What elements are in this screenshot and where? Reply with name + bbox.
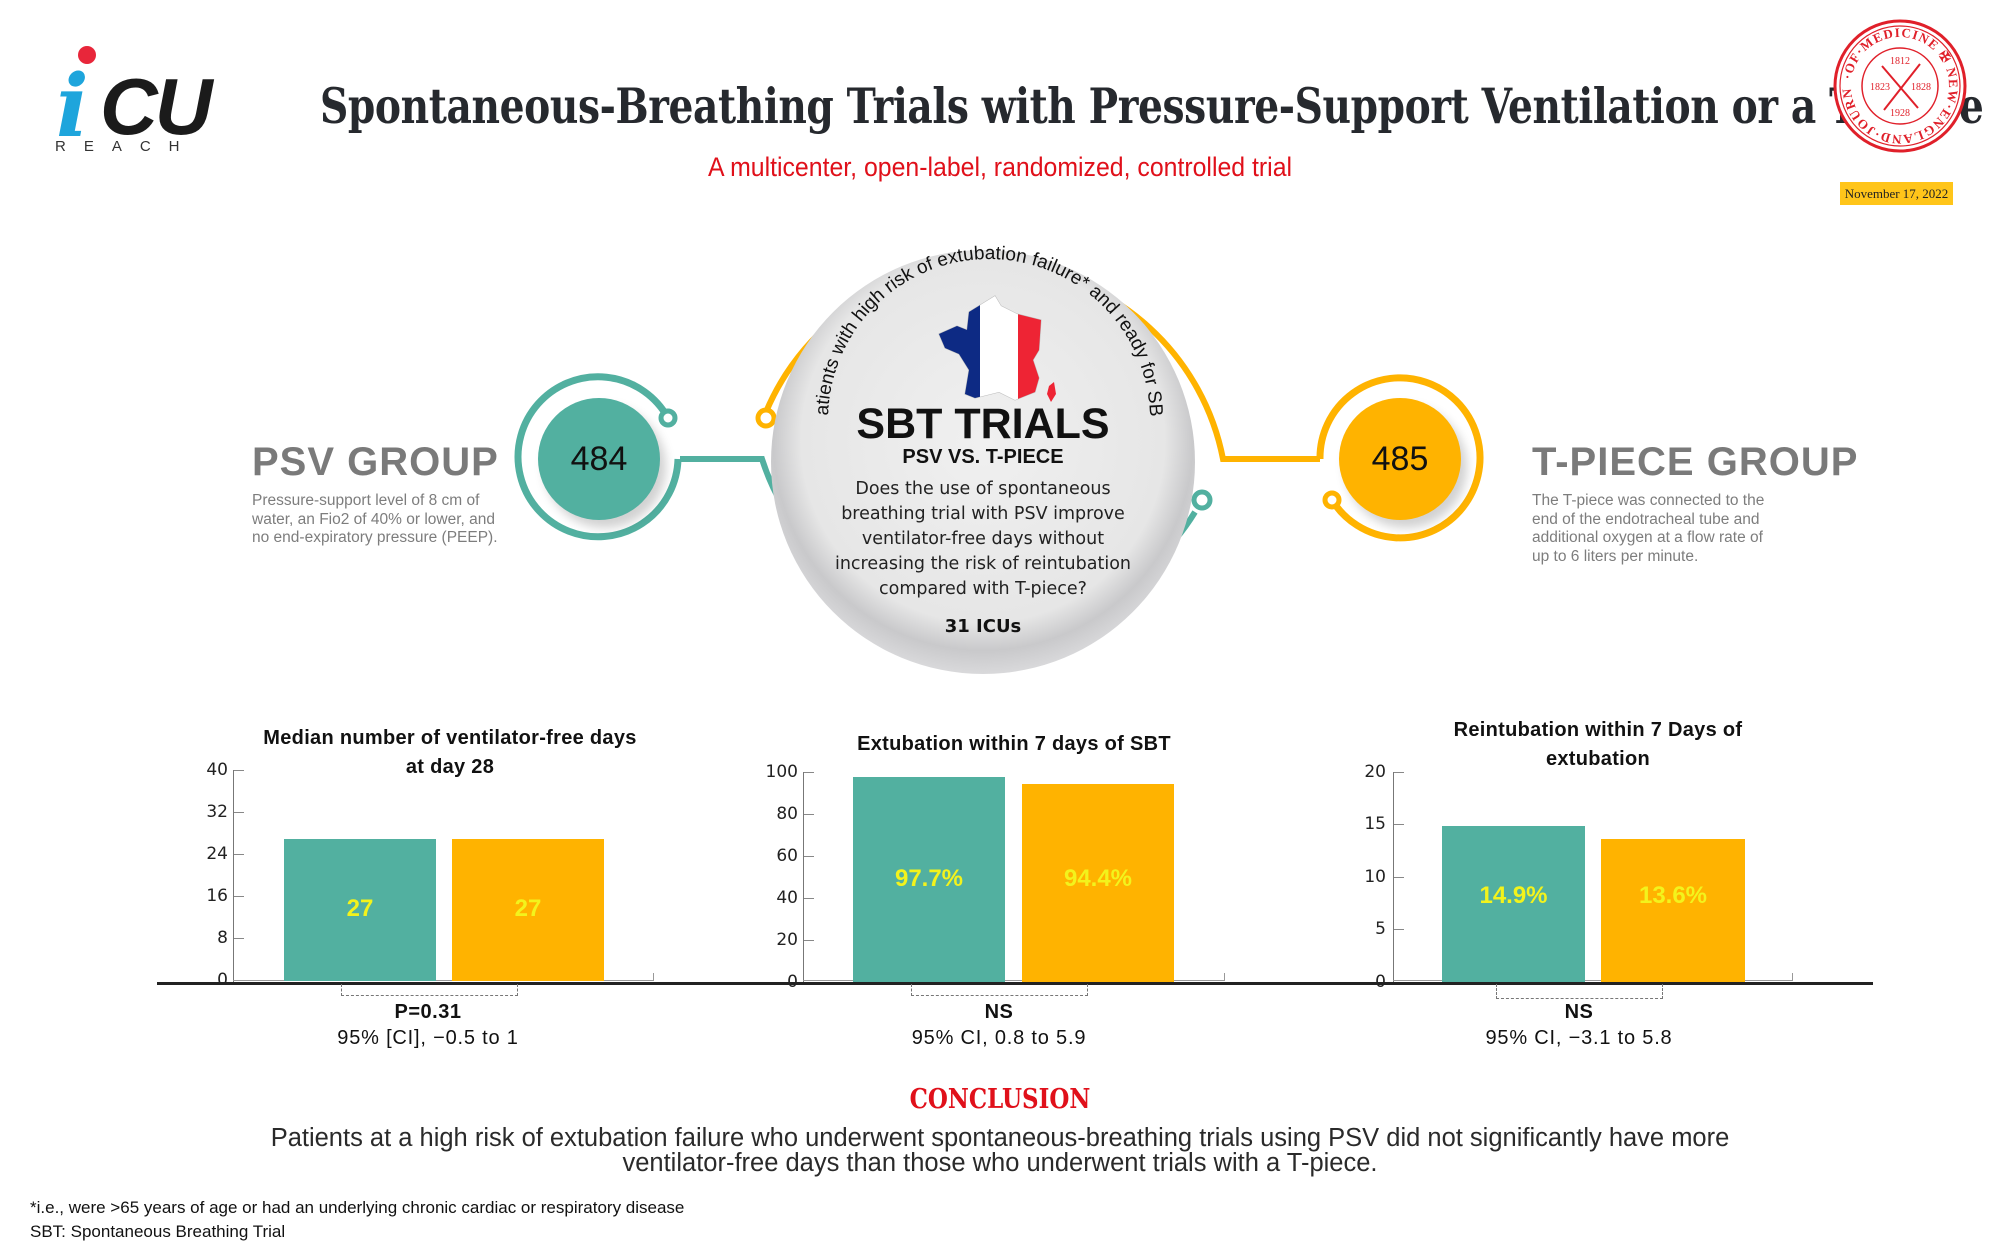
y-tick: 80: [776, 804, 798, 824]
research-question: Does the use of spontaneous breathing tr…: [833, 477, 1133, 602]
y-tick: 20: [1364, 762, 1386, 782]
y-tick: 15: [1364, 814, 1386, 834]
page-subtitle: A multicenter, open-label, randomized, c…: [707, 152, 1293, 182]
y-axis: [803, 772, 804, 982]
bar-value-label: 27: [514, 895, 542, 922]
tpiece-count: 485: [1371, 439, 1429, 478]
nejm-seal-icon: ·OF·MEDICINE ✠ NEW·ENGLAND·JOURNAL 1812 …: [1832, 18, 1967, 153]
chart-1-title: Median number of ventilator-free days at…: [200, 724, 700, 782]
chart-3-stat: NS: [1564, 1001, 1594, 1023]
desc-line: no end-expiratory pressure (PEEP).: [252, 529, 498, 546]
bar-psv: 14.9%: [1442, 826, 1585, 982]
bar-tpiece: 27: [452, 839, 604, 981]
publication-date-badge: November 17, 2022: [1840, 182, 1953, 205]
y-tick: 16: [206, 886, 228, 906]
logo-cu: CU: [100, 62, 213, 151]
conclusion-line: Patients at a high risk of extubation fa…: [270, 1124, 1730, 1152]
psv-group-description: Pressure-support level of 8 cm of water,…: [252, 492, 512, 548]
conclusion-text: Patients at a high risk of extubation fa…: [140, 1124, 1860, 1177]
question-line: Does the use of spontaneous: [855, 479, 1111, 499]
y-tick: 5: [1375, 919, 1386, 939]
svg-text:1823: 1823: [1870, 82, 1890, 93]
desc-line: up to 6 liters per minute.: [1532, 547, 1699, 565]
center-subtitle: PSV VS. T-PIECE: [902, 446, 1064, 468]
y-tick: 0: [787, 972, 798, 992]
psv-count-disk: 484: [538, 398, 660, 520]
y-tick: 0: [217, 970, 228, 990]
chart-1-ci: 95% [CI], −0.5 to 1: [337, 1027, 519, 1049]
conclusion-title: CONCLUSION: [909, 1084, 1091, 1115]
desc-line: additional oxygen at a flow rate of: [1532, 529, 1763, 546]
y-tick: 40: [776, 888, 798, 908]
tpiece-group-title: T-PIECE GROUP: [1532, 440, 1859, 484]
y-tick: 20: [776, 930, 798, 950]
psv-group-title: PSV GROUP: [252, 440, 499, 484]
chart-2-title: Extubation within 7 days of SBT: [764, 730, 1264, 759]
desc-line: end of the endotracheal tube and: [1532, 510, 1760, 528]
desc-line: water, an Fio2 of 40% or lower, and: [252, 510, 495, 528]
x-axis: [1393, 980, 1793, 981]
charts-baseline: [157, 982, 1873, 985]
question-line: compared with T-piece?: [879, 579, 1087, 599]
comparison-bracket: [911, 984, 1088, 996]
tpiece-count-disk: 485: [1339, 398, 1461, 520]
psv-count: 484: [570, 439, 628, 478]
bar-value-label: 13.6%: [1638, 882, 1708, 909]
logo-dot: [78, 46, 96, 64]
logo-i: i: [56, 56, 89, 157]
icu-reach-logo: i CU: [52, 40, 213, 150]
y-tick: 32: [206, 802, 228, 822]
conclusion-line: ventilator-free days than those who unde…: [622, 1149, 1378, 1177]
y-axis: [233, 770, 234, 982]
y-tick: 10: [1364, 867, 1386, 887]
desc-line: Pressure-support level of 8 cm of: [252, 492, 480, 509]
question-line: increasing the risk of reintubation: [834, 554, 1132, 574]
study-design-diagram: Patients with high risk of extubation fa…: [0, 0, 1484, 674]
bar-value-label: 14.9%: [1479, 882, 1548, 909]
chart-title-line: extubation: [1545, 748, 1651, 770]
chart-1-pvalue: P=0.31: [394, 1001, 462, 1023]
chart-title-line: Extubation within 7 days of SBT: [857, 733, 1171, 755]
comparison-bracket: [1496, 984, 1663, 999]
sites-count: 31 ICUs: [944, 616, 1022, 637]
y-tick: 40: [206, 760, 228, 780]
bar-value-label: 97.7%: [894, 865, 964, 892]
svg-text:1928: 1928: [1890, 108, 1910, 119]
x-axis: [233, 980, 654, 981]
bar-tpiece: 94.4%: [1022, 784, 1174, 982]
x-axis: [803, 980, 1225, 981]
center-title: SBT TRIALS: [856, 400, 1110, 448]
y-tick: 8: [217, 928, 228, 948]
y-tick: 100: [765, 762, 798, 782]
center-disk: [771, 250, 1195, 674]
chart-2-stat: NS: [984, 1001, 1014, 1023]
question-line: breathing trial with PSV improve: [841, 504, 1125, 524]
bar-value-label: 94.4%: [1063, 865, 1133, 892]
tpiece-group-description: The T-piece was connected to the end of …: [1532, 492, 1792, 566]
chart-title-line: Median number of ventilator-free days: [263, 727, 637, 749]
logo-tagline: REACH: [55, 138, 198, 155]
y-tick: 24: [206, 844, 228, 864]
chart-3-ci: 95% CI, −3.1 to 5.8: [1485, 1027, 1673, 1049]
svg-text:1828: 1828: [1911, 82, 1931, 93]
desc-line: The T-piece was connected to the: [1532, 492, 1765, 509]
footnote-asterisk: *i.e., were >65 years of age or had an u…: [30, 1198, 685, 1217]
svg-text:1812: 1812: [1890, 56, 1910, 67]
chart-2-ci: 95% CI, 0.8 to 5.9: [911, 1027, 1087, 1049]
comparison-bracket: [341, 984, 518, 996]
y-tick: 0: [1375, 972, 1386, 992]
chart-3-title: Reintubation within 7 Days of extubation: [1348, 716, 1848, 774]
chart-title-line: at day 28: [405, 756, 495, 778]
bar-value-label: 27: [346, 895, 374, 922]
bar-psv: 97.7%: [853, 777, 1005, 982]
y-axis: [1393, 772, 1394, 982]
chart-title-line: Reintubation within 7 Days of: [1453, 719, 1743, 741]
question-line: ventilator-free days without: [861, 529, 1105, 549]
bar-psv: 27: [284, 839, 436, 981]
footnote-abbreviation: SBT: Spontaneous Breathing Trial: [30, 1222, 286, 1241]
y-tick: 60: [776, 846, 798, 866]
bar-tpiece: 13.6%: [1601, 839, 1745, 982]
